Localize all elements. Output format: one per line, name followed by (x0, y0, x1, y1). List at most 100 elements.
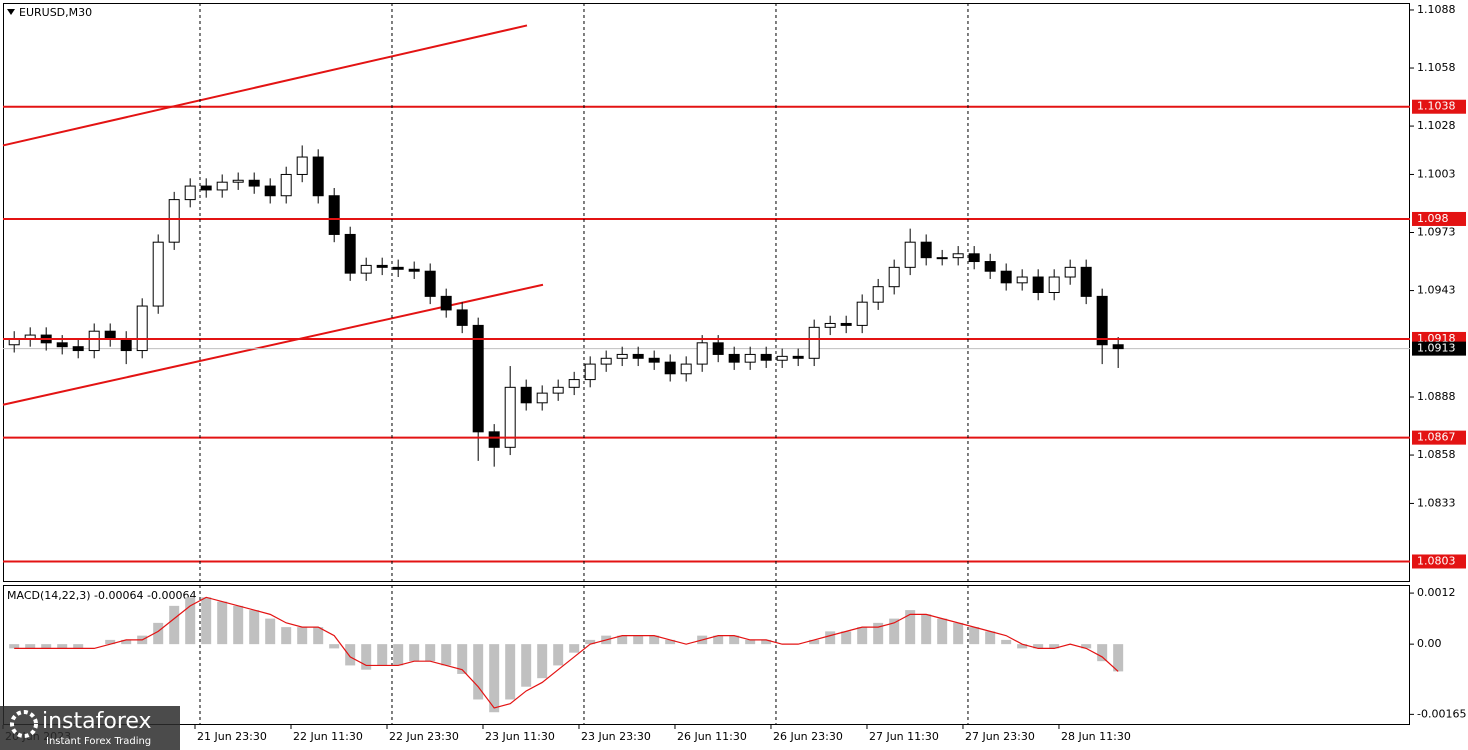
candle-body (296, 156, 308, 175)
candle-body (232, 179, 244, 183)
current-price-box (1412, 341, 1466, 356)
level-label-box (1412, 554, 1466, 569)
candle-body (520, 386, 532, 404)
macd-bar (57, 644, 68, 649)
macd-bar (1017, 644, 1028, 649)
macd-bar (953, 622, 964, 645)
macd-bar (985, 631, 996, 645)
level-label: 1.0867 (1417, 431, 1456, 444)
macd-bar (1081, 644, 1092, 649)
macd-bar (249, 610, 260, 645)
y-tick-label: 1.1088 (1417, 3, 1456, 16)
candle-body (1064, 266, 1076, 278)
candle-body (136, 305, 148, 352)
watermark-icon (10, 710, 38, 738)
watermark-box (0, 706, 180, 750)
chart-title: EURUSD,M30 (19, 6, 92, 19)
candle-body (104, 330, 116, 340)
signal-line (14, 596, 1119, 709)
macd-bar (329, 644, 340, 649)
candle-body (472, 324, 484, 433)
main-frame (3, 3, 1410, 582)
current-price-label: 1.0913 (1417, 342, 1456, 355)
macd-bar (825, 631, 836, 645)
macd-bar (873, 622, 884, 645)
y-tick-label: 1.1028 (1417, 119, 1456, 132)
watermark: instaforex Instant Forex Trading (0, 706, 180, 750)
macd-bar (617, 635, 628, 645)
candle-body (792, 355, 804, 359)
macd-bar (633, 635, 644, 645)
candle-body (1000, 270, 1012, 284)
candle-body (984, 261, 996, 272)
candle-body (360, 264, 372, 274)
macd-bar (1097, 644, 1108, 662)
macd-bar (185, 597, 196, 645)
macd-bar (393, 644, 404, 666)
candle-body (440, 295, 452, 311)
candle-body (488, 431, 500, 448)
macd-bar (569, 644, 580, 653)
macd-bar (713, 635, 724, 645)
candle-body (952, 253, 964, 259)
x-tick-label: 22 Jun 23:30 (389, 730, 459, 743)
candle-body (872, 286, 884, 303)
macd-bar (489, 644, 500, 713)
candle-body (184, 185, 196, 201)
candle-body (728, 353, 740, 363)
candle-body (344, 233, 356, 274)
macd-bar (521, 644, 532, 687)
candle-body (648, 357, 660, 363)
y-tick-label: -0.00165 (1417, 707, 1466, 720)
candle-body (1096, 295, 1108, 346)
title-arrow (7, 9, 15, 15)
candle-body (840, 322, 852, 326)
macd-bar (425, 644, 436, 662)
y-tick-label: 1.1003 (1417, 167, 1456, 180)
macd-bar (473, 644, 484, 700)
candle-body (920, 241, 932, 259)
candle-body (216, 181, 228, 191)
candle-body (88, 330, 100, 352)
macd-bar (1049, 644, 1060, 649)
macd-bar (1113, 644, 1124, 672)
macd-bar (889, 618, 900, 645)
trend-line (2, 24, 528, 147)
candle-body (632, 353, 644, 359)
candle-body (1016, 276, 1028, 284)
candle-body (280, 173, 292, 197)
candle-body (328, 195, 340, 235)
macd-bar (537, 644, 548, 679)
x-tick-label: 27 Jun 23:30 (965, 730, 1035, 743)
candle-body (856, 301, 868, 326)
macd-bar (649, 635, 660, 645)
macd-bar (921, 614, 932, 645)
trend-line (2, 283, 544, 406)
candle-body (424, 270, 436, 297)
macd-bar (457, 644, 468, 674)
candle-body (392, 266, 404, 270)
macd-bar (265, 618, 276, 645)
candle-body (168, 199, 180, 243)
macd-bar (585, 639, 596, 645)
macd-bar (361, 644, 372, 670)
candle-body (664, 361, 676, 375)
candle-body (1112, 344, 1124, 350)
macd-bar (201, 597, 212, 645)
candle-body (200, 185, 212, 191)
x-tick-label: 27 Jun 11:30 (869, 730, 939, 743)
level-label-box (1412, 430, 1466, 445)
x-tick-label: 28 Jun 11:30 (1061, 730, 1131, 743)
macd-bar (9, 644, 20, 649)
macd-bar (809, 639, 820, 645)
candle-body (824, 322, 836, 328)
candle-body (120, 338, 132, 352)
x-tick-label: 23 Jun 23:30 (581, 730, 651, 743)
candle-body (680, 363, 692, 375)
candle-body (456, 309, 468, 326)
candle-body (712, 342, 724, 355)
candle-body (152, 241, 164, 307)
candle-body (808, 326, 820, 359)
macd-bar (553, 644, 564, 666)
macd-bar (665, 639, 676, 645)
